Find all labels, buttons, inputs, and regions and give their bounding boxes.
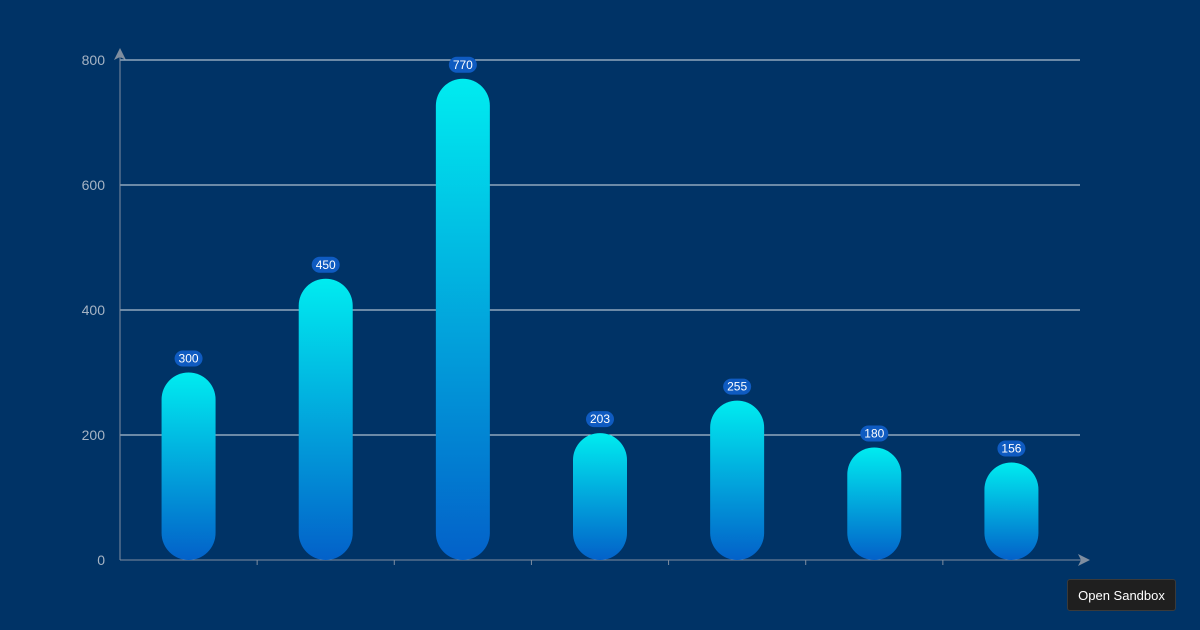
y-tick-label: 0	[97, 552, 105, 568]
bar	[847, 447, 902, 560]
data-label-bubble	[860, 425, 889, 442]
data-label-bubble	[586, 411, 614, 428]
data-label: 203	[590, 412, 610, 426]
data-label: 450	[316, 258, 336, 272]
data-label: 180	[864, 427, 884, 441]
data-label-bubble	[174, 350, 203, 367]
labels: 0 200 400 600 800 300 450 770 203 255 180 156	[82, 52, 1026, 568]
data-label-bubble	[723, 378, 752, 395]
y-tick-label: 400	[82, 302, 106, 318]
bar	[435, 78, 490, 560]
bar	[984, 462, 1039, 560]
bars	[161, 78, 1039, 560]
data-label-bubble	[997, 440, 1026, 457]
data-label: 255	[727, 380, 747, 394]
bar	[298, 278, 353, 560]
data-label: 300	[179, 352, 199, 366]
axes	[114, 48, 1090, 566]
y-tick-label: 600	[82, 177, 106, 193]
data-label: 770	[453, 58, 473, 72]
bar	[161, 372, 216, 560]
gridlines	[120, 59, 1080, 436]
data-label-bubble	[448, 56, 477, 73]
bar	[710, 400, 765, 560]
bar	[573, 433, 627, 560]
data-label: 156	[1001, 442, 1021, 456]
open-sandbox-button[interactable]: Open Sandbox	[1067, 579, 1176, 611]
data-label-bubble	[311, 256, 340, 273]
y-tick-label: 800	[82, 52, 106, 68]
y-tick-label: 200	[82, 427, 106, 443]
